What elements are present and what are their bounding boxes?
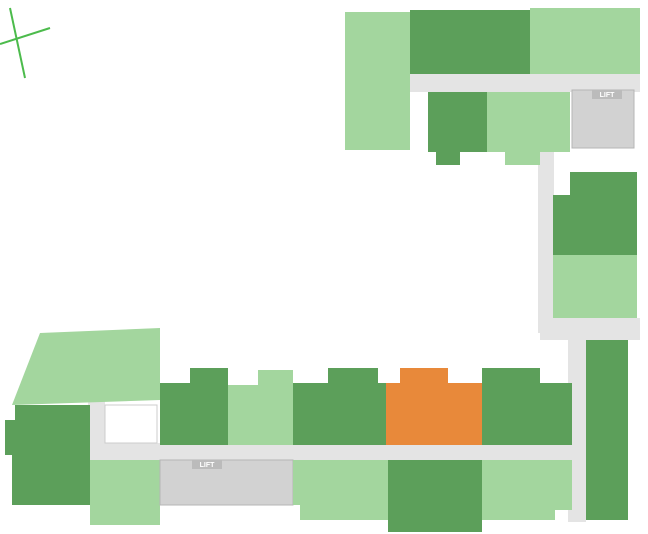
corridor: [538, 148, 554, 333]
lift-label-bg: [192, 460, 222, 469]
unit: [5, 405, 90, 505]
lift-label: LIFT: [600, 92, 615, 99]
lift-core: [571, 89, 635, 149]
lift-label-bg: [592, 90, 622, 99]
unit: [428, 92, 487, 165]
unit: [12, 328, 160, 405]
unit: [293, 368, 386, 445]
corridor: [540, 318, 640, 340]
unit: [293, 460, 388, 520]
unit: [482, 460, 572, 520]
unit: [345, 12, 410, 150]
compass-line: [9, 7, 26, 79]
unit: [553, 172, 637, 255]
unit: [90, 460, 160, 525]
unit: [586, 340, 628, 520]
courtyard: [104, 404, 158, 444]
compass-line: [0, 27, 51, 45]
corridor: [408, 74, 640, 92]
compass: [0, 7, 51, 79]
corridor: [568, 330, 586, 522]
unit: [388, 460, 482, 532]
corridor: [88, 443, 578, 460]
unit: [482, 368, 572, 445]
unit: [410, 10, 530, 74]
unit: [228, 370, 293, 445]
unit: [553, 255, 637, 318]
unit: [487, 92, 570, 165]
lift-core: [159, 459, 294, 506]
lift-label: LIFT: [200, 462, 215, 469]
unit: [160, 368, 228, 445]
unit-selected[interactable]: [386, 368, 482, 445]
unit: [530, 8, 640, 74]
corridor: [88, 400, 105, 450]
